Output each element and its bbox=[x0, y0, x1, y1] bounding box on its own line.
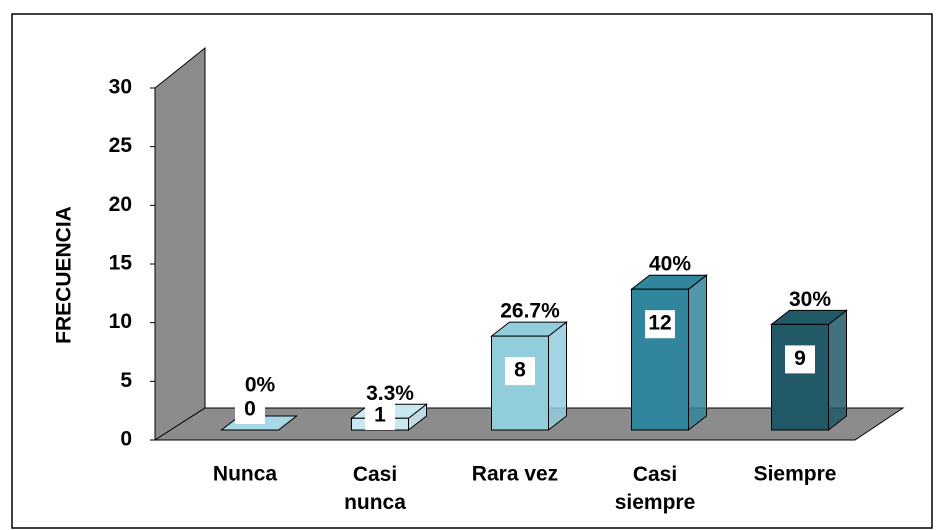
x-tick-label: Rara vez bbox=[472, 463, 558, 486]
value-label-box bbox=[365, 402, 395, 430]
chart-border bbox=[11, 13, 933, 529]
percent-label: 40% bbox=[649, 253, 691, 276]
y-tick-label: 0 bbox=[120, 428, 132, 451]
y-tick-label: 25 bbox=[109, 134, 133, 157]
value-label: 12 bbox=[648, 312, 671, 335]
y-tick-label: 30 bbox=[109, 76, 132, 99]
x-tick-label: Casi nunca bbox=[344, 463, 406, 514]
y-axis-label: FRECUENCIA bbox=[53, 206, 76, 344]
y-tick-label: 10 bbox=[109, 310, 132, 333]
y-tick-label: 20 bbox=[109, 193, 132, 216]
value-label-box bbox=[505, 357, 535, 386]
percent-label: 26.7% bbox=[500, 300, 560, 323]
percent-label: 3.3% bbox=[366, 382, 414, 405]
bar-side bbox=[548, 321, 567, 432]
y-tick-label: 5 bbox=[120, 369, 132, 392]
value-label: 0 bbox=[244, 398, 256, 421]
back-wall bbox=[154, 46, 206, 441]
value-label: 1 bbox=[374, 404, 386, 427]
x-tick-label: Nunca bbox=[213, 463, 278, 486]
value-label: 9 bbox=[794, 347, 806, 370]
bar bbox=[771, 323, 829, 431]
bar-side bbox=[828, 309, 847, 432]
y-tick-label: 15 bbox=[109, 252, 133, 275]
percent-label: 0% bbox=[245, 374, 276, 397]
value-label-box bbox=[785, 345, 815, 374]
bar-side bbox=[688, 274, 707, 432]
value-label-box bbox=[645, 310, 675, 339]
x-tick-label: Siempre bbox=[754, 463, 837, 486]
value-label-box bbox=[235, 396, 265, 424]
percent-label: 30% bbox=[789, 288, 831, 311]
value-label: 8 bbox=[514, 359, 526, 382]
x-tick-label: Casi siempre bbox=[615, 463, 696, 514]
